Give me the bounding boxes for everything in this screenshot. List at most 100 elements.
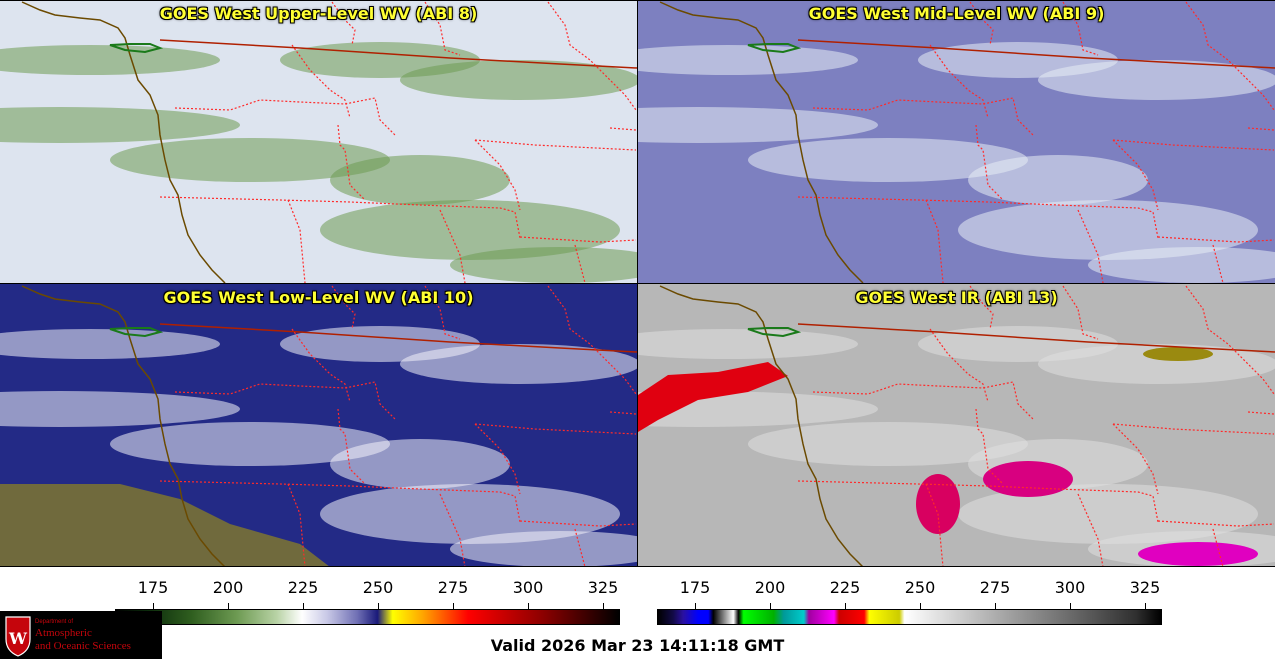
wv-tick-mark <box>228 603 229 609</box>
panel-title: GOES West Mid-Level WV (ABI 9) <box>808 4 1105 23</box>
state-border <box>331 1 356 46</box>
cloud-feature <box>748 422 1028 466</box>
strait-outline <box>109 327 164 338</box>
top-border <box>0 0 1275 1</box>
ir-tick-mark <box>920 603 921 609</box>
upper-level-wv-map <box>0 0 637 283</box>
state-border <box>424 285 461 340</box>
ir-colorbar <box>657 609 1162 625</box>
state-border <box>519 236 637 243</box>
ir-tick-mark <box>845 603 846 609</box>
state-border <box>925 199 944 283</box>
uw-crest-icon: W Department of Atmospheric and Oceanic … <box>5 616 131 657</box>
state-border <box>975 124 1004 201</box>
state-border <box>1112 139 1275 151</box>
state-border <box>547 285 637 395</box>
state-border <box>174 381 396 420</box>
state-border <box>1157 520 1275 527</box>
state-border <box>474 139 521 211</box>
convective-cell <box>916 474 960 534</box>
state-border <box>812 97 1034 136</box>
state-border <box>925 483 944 567</box>
country-border <box>797 323 1275 353</box>
state-border <box>331 285 356 330</box>
mid-level-wv-panel: GOES West Mid-Level WV (ABI 9) <box>638 0 1275 283</box>
state-border <box>969 1 994 46</box>
logo-line-2: Atmospheric <box>35 627 92 639</box>
cloud-feature <box>0 107 240 143</box>
state-border <box>337 408 366 485</box>
wv-tick-mark <box>603 603 604 609</box>
state-border <box>287 199 306 283</box>
logo-line-1: Department of <box>35 619 73 625</box>
state-border <box>969 285 994 330</box>
cloud-feature <box>450 247 637 283</box>
country-border <box>159 39 637 69</box>
low-level-wv-panel: GOES West Low-Level WV (ABI 10) <box>0 284 637 567</box>
state-border <box>574 528 586 567</box>
country-border <box>159 323 637 353</box>
cloud-feature <box>638 329 858 359</box>
ir-tick-mark <box>995 603 996 609</box>
cloud-feature <box>320 484 620 544</box>
state-border <box>1212 244 1224 283</box>
state-border <box>609 127 637 131</box>
state-border <box>574 244 586 283</box>
ir-tick-mark <box>1145 603 1146 609</box>
state-border <box>1157 236 1275 243</box>
country-border <box>797 39 1275 69</box>
state-border <box>929 328 989 403</box>
cloud-feature <box>638 107 878 143</box>
state-border <box>547 1 637 111</box>
cloud-feature <box>958 484 1258 544</box>
state-border <box>1077 493 1104 567</box>
low-level-wv-map <box>0 284 637 567</box>
horizontal-divider <box>0 283 1275 284</box>
state-border <box>1062 1 1099 56</box>
state-border <box>1185 285 1275 395</box>
cloud-feature <box>1088 247 1275 283</box>
cloud-feature <box>280 42 480 78</box>
state-border <box>1112 423 1275 435</box>
coastline <box>659 1 864 283</box>
panel-title: GOES West IR (ABI 13) <box>855 288 1058 307</box>
strait-outline <box>109 43 164 54</box>
wv-tick-label: 200 <box>212 578 244 597</box>
cloud-feature <box>1143 347 1213 361</box>
coastline <box>659 285 864 567</box>
convective-cell <box>983 461 1073 497</box>
state-border <box>1247 127 1275 131</box>
ir-tick-label: 175 <box>679 578 711 597</box>
state-border <box>1185 1 1275 111</box>
state-border <box>174 97 396 136</box>
state-border <box>1247 411 1275 415</box>
state-border <box>1112 139 1159 211</box>
state-border <box>1062 285 1099 340</box>
wv-tick-label: 325 <box>587 578 619 597</box>
cloud-feature <box>0 329 220 359</box>
state-border <box>474 139 637 151</box>
wv-tick-mark <box>528 603 529 609</box>
state-border <box>797 480 1159 523</box>
state-border <box>519 520 637 527</box>
ir-tick-mark <box>695 603 696 609</box>
cloud-feature <box>918 326 1118 362</box>
cloud-feature <box>638 45 858 75</box>
wv-tick-mark <box>378 603 379 609</box>
wv-tick-label: 275 <box>437 578 469 597</box>
state-border <box>439 493 466 567</box>
state-border <box>609 411 637 415</box>
wv-tick-mark <box>303 603 304 609</box>
cloud-feature <box>958 200 1258 260</box>
state-border <box>797 196 1159 239</box>
ir-panel: GOES West IR (ABI 13) <box>638 284 1275 567</box>
state-border <box>1112 423 1159 495</box>
convective-cell <box>1138 542 1258 566</box>
wv-tick-mark <box>453 603 454 609</box>
upper-level-wv-panel: GOES West Upper-Level WV (ABI 8) <box>0 0 637 283</box>
panel-title: GOES West Low-Level WV (ABI 10) <box>163 288 474 307</box>
state-border <box>474 423 521 495</box>
ir-tick-label: 250 <box>904 578 936 597</box>
state-border <box>287 483 306 567</box>
state-border <box>812 381 1034 420</box>
